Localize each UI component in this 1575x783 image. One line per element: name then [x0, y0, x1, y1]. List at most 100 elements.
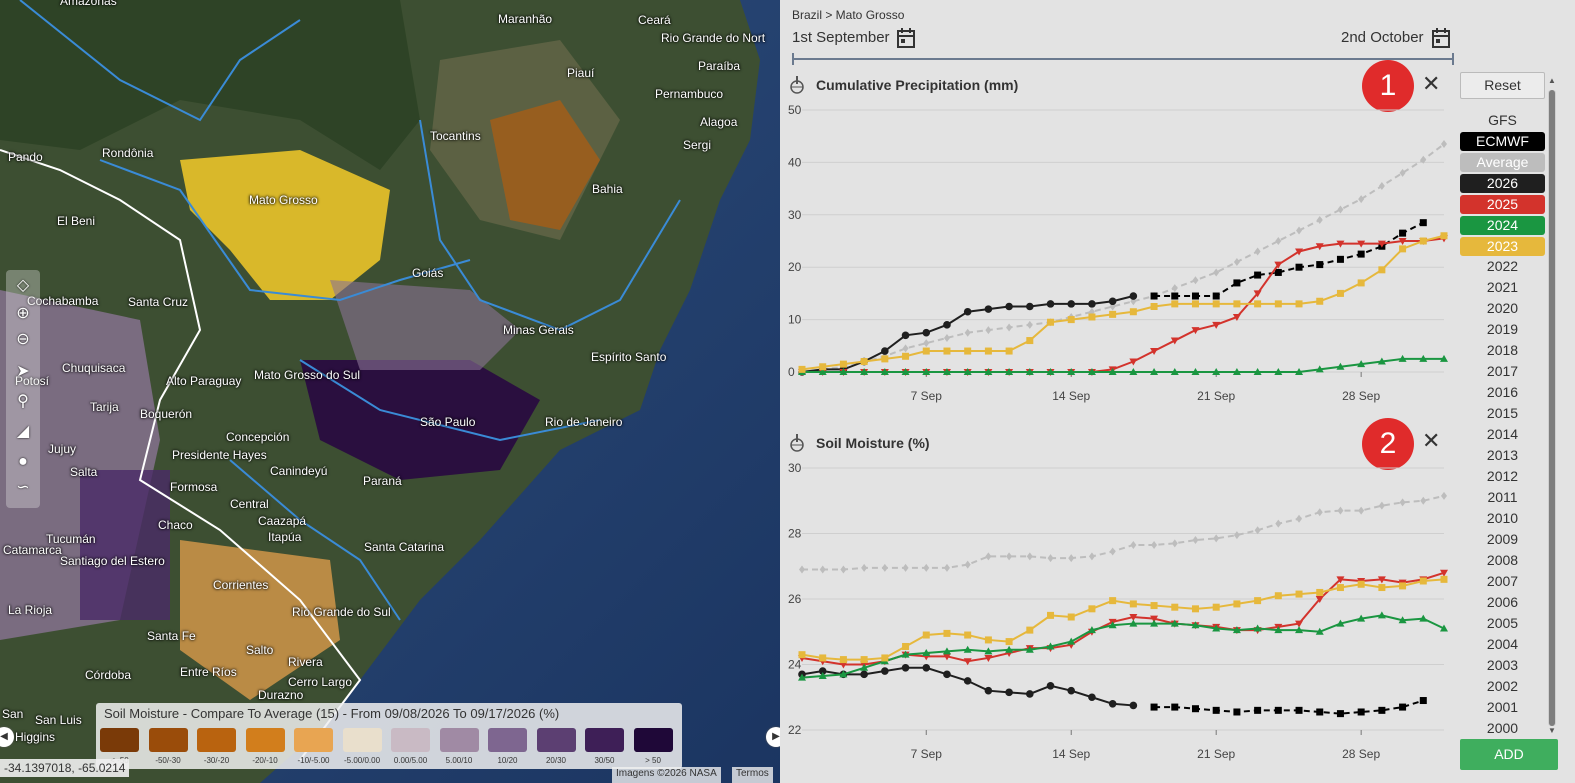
data-point-average: [1296, 226, 1303, 235]
data-point-2024: [1108, 621, 1117, 629]
year-toggle-2020[interactable]: 2020: [1486, 300, 1519, 316]
legend-label: 30/50: [594, 756, 615, 765]
year-toggle-2016[interactable]: 2016: [1486, 384, 1519, 400]
data-point-2024: [1295, 368, 1304, 375]
year-toggle-2001[interactable]: 2001: [1486, 699, 1519, 715]
data-point-2023: [1109, 310, 1117, 318]
year-toggle-2012[interactable]: 2012: [1486, 468, 1519, 484]
slider-start-handle[interactable]: [792, 53, 794, 65]
data-point-2023: [1191, 605, 1199, 613]
end-date-label: 2nd October: [1341, 29, 1424, 46]
year-toggle-2019[interactable]: 2019: [1486, 321, 1519, 337]
year-toggle-2013[interactable]: 2013: [1486, 447, 1519, 463]
map-region-label: Higgins: [15, 730, 56, 744]
breadcrumb[interactable]: Brazil > Mato Grosso: [792, 8, 905, 22]
data-point-ecmwf: [1212, 706, 1220, 714]
data-point-2023: [1171, 603, 1179, 611]
data-point-2023: [819, 363, 827, 371]
map-region-label: Caazapá: [258, 514, 307, 528]
map-view[interactable]: Amazonas Maranhão Ceará Rio Grande do Nort P…: [0, 0, 780, 783]
year-toggle-2015[interactable]: 2015: [1486, 405, 1519, 421]
series-toggle-gfs[interactable]: GFS: [1488, 112, 1517, 128]
data-point-2024: [1025, 645, 1034, 653]
navigate-icon[interactable]: ➤: [16, 363, 30, 380]
year-toggle-2017[interactable]: 2017: [1486, 363, 1519, 379]
year-toggle-2007[interactable]: 2007: [1486, 573, 1519, 589]
end-calendar-icon[interactable]: [1432, 28, 1450, 48]
data-point-2024: [1087, 626, 1096, 634]
data-point-average: [1006, 552, 1013, 561]
year-toggle-2014[interactable]: 2014: [1486, 426, 1519, 442]
info-icon[interactable]: ●: [18, 453, 28, 470]
zoom-in-icon[interactable]: ⊕: [16, 305, 30, 322]
year-toggle-2009[interactable]: 2009: [1486, 531, 1519, 547]
measure-icon[interactable]: ◢: [16, 423, 30, 440]
year-toggle-2008[interactable]: 2008: [1486, 552, 1519, 568]
data-point-ecmwf: [1419, 219, 1427, 227]
y-tick-label: 22: [788, 723, 802, 737]
year-toggle-2018[interactable]: 2018: [1486, 342, 1519, 358]
year-toggle-2005[interactable]: 2005: [1486, 615, 1519, 631]
data-point-average: [1026, 552, 1033, 561]
series-toggle-2024[interactable]: 2024: [1460, 216, 1545, 235]
series-toggle-2025[interactable]: 2025: [1460, 195, 1545, 214]
year-toggle-2022[interactable]: 2022: [1486, 258, 1519, 274]
year-toggle-2006[interactable]: 2006: [1486, 594, 1519, 610]
map-region-label: Santiago del Estero: [60, 554, 165, 568]
data-point-average: [1151, 540, 1158, 549]
data-point-average: [1316, 216, 1323, 225]
data-point-2024: [1067, 368, 1076, 375]
terms-link[interactable]: Termos: [732, 767, 773, 783]
scrollbar-thumb[interactable]: [1549, 90, 1555, 726]
chart2-close-icon[interactable]: ✕: [1422, 428, 1441, 453]
data-point-2023: [1440, 575, 1448, 583]
data-point-2023: [1295, 590, 1303, 598]
layers-icon[interactable]: ◇: [16, 277, 30, 294]
data-point-average: [985, 552, 992, 561]
chart1-close-icon[interactable]: ✕: [1422, 71, 1441, 96]
map-region-label: Corrientes: [213, 578, 269, 592]
scroll-up-icon[interactable]: ▲: [1548, 76, 1556, 85]
map-region-label: Rio de Janeiro: [545, 415, 623, 429]
search-icon[interactable]: ⚲: [17, 393, 29, 410]
series-toggle-2023[interactable]: 2023: [1460, 237, 1545, 256]
slider-end-handle[interactable]: [1452, 53, 1454, 65]
x-tick-label: 28 Sep: [1342, 389, 1380, 403]
data-point-2026: [881, 347, 889, 355]
data-point-ecmwf: [1336, 255, 1344, 263]
series-toggle-average[interactable]: Average: [1460, 153, 1545, 172]
data-point-2026: [1026, 690, 1034, 698]
data-point-2023: [1047, 318, 1055, 326]
year-toggle-2003[interactable]: 2003: [1486, 657, 1519, 673]
start-calendar-icon[interactable]: [897, 28, 915, 48]
data-point-2025: [1295, 248, 1304, 256]
map-canvas[interactable]: [0, 0, 780, 783]
year-toggle-2011[interactable]: 2011: [1487, 489, 1518, 505]
year-toggle-2010[interactable]: 2010: [1486, 510, 1519, 526]
data-point-2024: [1357, 360, 1366, 368]
scroll-down-icon[interactable]: ▼: [1548, 726, 1556, 735]
map-region-label: Espírito Santo: [591, 350, 667, 364]
collapse-left-icon[interactable]: ◀: [0, 727, 14, 747]
data-point-2023: [1067, 316, 1075, 324]
add-button[interactable]: ADD: [1460, 739, 1558, 770]
data-point-2025: [1357, 240, 1366, 248]
data-point-2024: [1087, 368, 1096, 375]
collapse-panel-icon[interactable]: ▶: [766, 727, 780, 747]
series-line-2026: [801, 666, 1134, 707]
series-toggle-ecmwf[interactable]: ECMWF: [1460, 132, 1545, 151]
data-point-average: [1233, 531, 1240, 540]
year-toggle-2004[interactable]: 2004: [1486, 636, 1519, 652]
year-toggle-2002[interactable]: 2002: [1486, 678, 1519, 694]
data-point-2024: [839, 670, 848, 678]
year-toggle-2021[interactable]: 2021: [1486, 279, 1519, 295]
zoom-out-icon[interactable]: ⊖: [16, 331, 30, 348]
reset-button[interactable]: Reset: [1460, 72, 1545, 99]
year-toggle-2000[interactable]: 2000: [1486, 720, 1519, 736]
draw-icon[interactable]: ∽: [16, 479, 30, 496]
date-range-slider[interactable]: [792, 58, 1454, 60]
series-toggle-2026[interactable]: 2026: [1460, 174, 1545, 193]
data-point-2023: [964, 347, 972, 355]
data-point-average: [1254, 526, 1261, 535]
data-point-ecmwf: [1212, 292, 1220, 300]
